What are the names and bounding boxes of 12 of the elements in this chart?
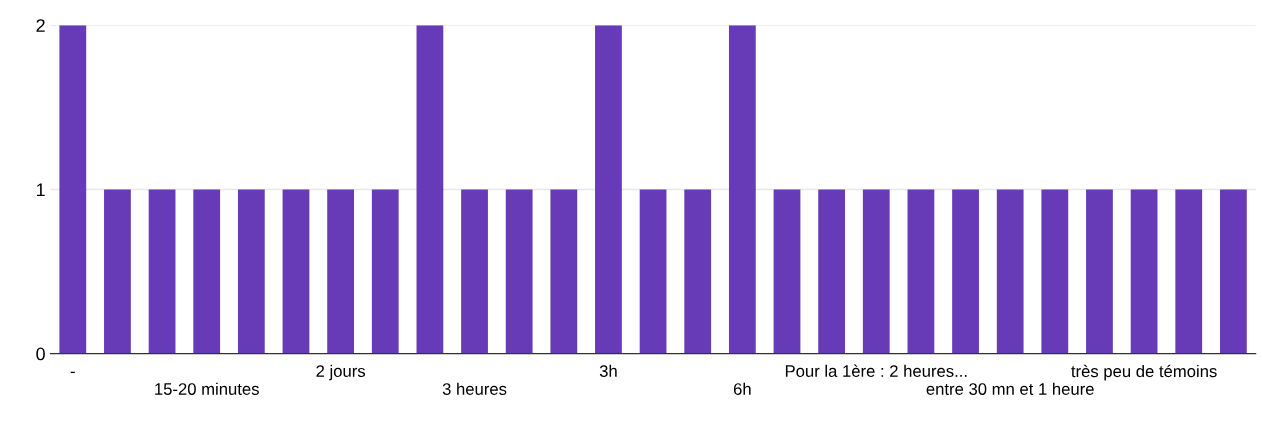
x-tick-label: 6h: [733, 382, 751, 395]
x-tick-label: entre 30 mn et 1 heure: [926, 382, 1094, 395]
x-tick-label: -: [70, 371, 75, 374]
x-tick-label: 15-20 minutes: [155, 382, 259, 395]
y-tick-label: 2: [36, 19, 45, 32]
x-tick-label: 3h: [599, 364, 617, 377]
x-tick-label: très peu de témoins: [1071, 364, 1217, 381]
y-tick-label: 0: [36, 347, 45, 361]
y-tick-label: 1: [36, 183, 45, 196]
x-tick-label: 3 heures: [442, 382, 507, 395]
x-tick-label: Pour la 1ère : 2 heures...: [785, 364, 967, 377]
x-tick-label: 2 jours: [316, 364, 366, 381]
